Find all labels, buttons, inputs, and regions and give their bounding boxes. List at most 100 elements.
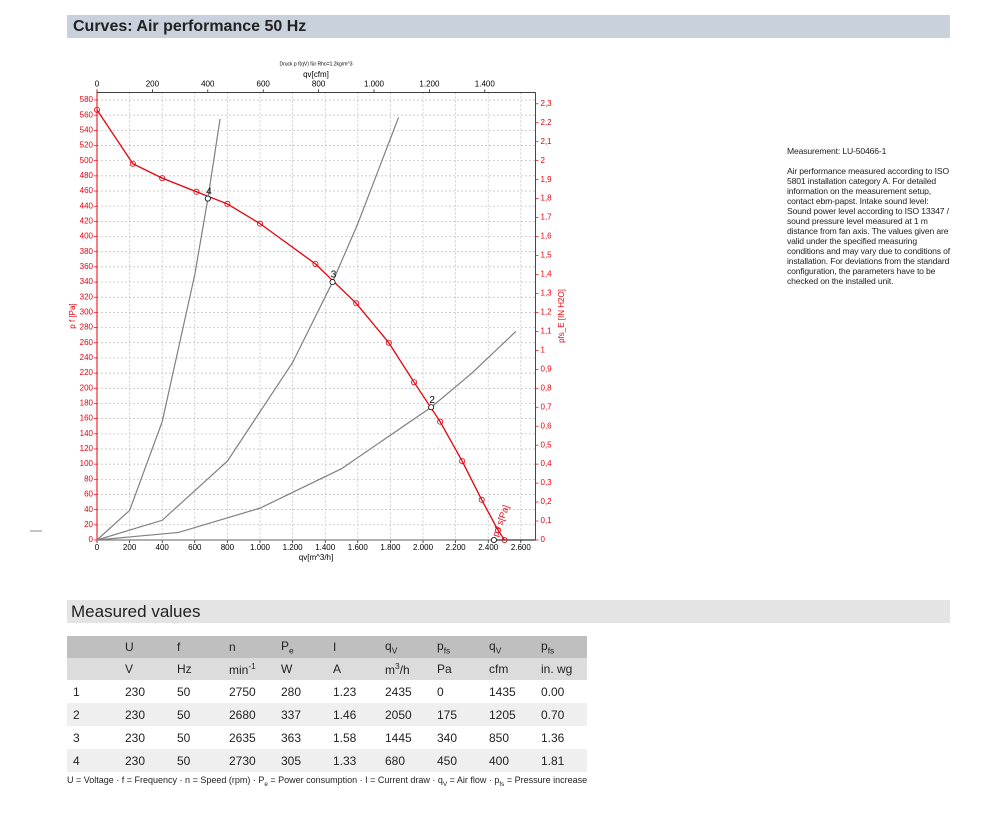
y2-tick-label: 0,1 xyxy=(541,516,553,525)
curve-marker xyxy=(224,200,231,207)
footnote-text: U = Voltage · f = Frequency · n = Speed … xyxy=(67,775,265,785)
curve xyxy=(96,330,517,541)
y-tick-label: 320 xyxy=(80,292,94,301)
y-tick-label: 300 xyxy=(80,308,94,317)
curve-marker xyxy=(459,458,466,465)
table-cell: 230 xyxy=(119,703,171,726)
y2-tick-label: 1,6 xyxy=(541,232,553,241)
cell-text: /h xyxy=(399,663,410,677)
table-cell: 3 xyxy=(67,726,119,749)
y2-tick-label: 0,6 xyxy=(541,421,553,430)
table-cell: cfm xyxy=(483,658,535,680)
table-row: 3 230 50 2635 363 1.58 1445 340 850 1.36 xyxy=(67,726,587,749)
footnote-text: fs xyxy=(499,780,505,788)
cell-text: 363 xyxy=(281,730,302,745)
cell-text: 0.70 xyxy=(541,707,565,722)
x-tick-label: 200 xyxy=(123,543,137,552)
cell-text: 0 xyxy=(437,684,444,699)
cell-text: 50 xyxy=(177,753,191,768)
y2-tick-label: 1,2 xyxy=(541,308,553,317)
table-cell: I xyxy=(327,636,379,658)
y-tick-label: 120 xyxy=(80,444,94,453)
table-cell: f xyxy=(171,636,223,658)
cell-text: P xyxy=(281,638,290,653)
table-cell: Pe xyxy=(275,636,327,658)
table-cell: 1.33 xyxy=(327,749,379,772)
footnote-text: = Pressure increase xyxy=(504,775,588,785)
cell-text: fs xyxy=(443,645,451,656)
cell-text: 230 xyxy=(125,753,146,768)
x2-tick-label: 200 xyxy=(146,80,160,89)
y2-tick-label: 0 xyxy=(541,535,546,544)
y-tick-label: 200 xyxy=(80,383,94,392)
cell-text: f xyxy=(177,640,181,654)
curve-marker xyxy=(94,106,101,113)
table-cell: 230 xyxy=(119,726,171,749)
curve-marker xyxy=(501,537,508,544)
y2-tick-label: 1,5 xyxy=(541,251,553,260)
curve xyxy=(96,117,400,541)
cell-text: 1.33 xyxy=(333,753,357,768)
y-tick-label: 480 xyxy=(80,171,94,180)
y-tick-label: 340 xyxy=(80,277,94,286)
table-cell: 2680 xyxy=(223,703,275,726)
header-title: Curves: Air performance 50 Hz xyxy=(73,18,307,35)
y-tick-label: 40 xyxy=(84,505,93,514)
cell-text: e xyxy=(289,645,294,656)
cell-text: 2730 xyxy=(229,753,256,768)
table-cell: Hz xyxy=(171,658,223,680)
cell-text: 850 xyxy=(489,730,510,745)
x2-tick-label: 1.000 xyxy=(364,80,385,89)
y2-tick-label: 0,8 xyxy=(541,383,553,392)
cell-text: 305 xyxy=(281,753,302,768)
cell-text: A xyxy=(333,662,342,676)
cell-text: m xyxy=(385,663,395,677)
measurement-line: sound pressure level measured at 1 m xyxy=(787,216,928,226)
y2-tick-label: 1,9 xyxy=(541,175,553,184)
x-tick-label: 2.200 xyxy=(446,543,467,552)
cell-text: Hz xyxy=(177,662,192,676)
footnote-text: = Power consumption · I = Current draw ·… xyxy=(267,775,443,785)
y-tick-label: 400 xyxy=(80,232,94,241)
table-cell: 1435 xyxy=(483,680,535,703)
measurement-line: Air performance measured according to IS… xyxy=(787,166,949,176)
x2-axis-label: qv[cfm] xyxy=(303,70,329,79)
cell-text: 230 xyxy=(125,684,146,699)
y2-tick-label: 2,3 xyxy=(541,99,553,108)
operating-point-label: 3 xyxy=(331,270,337,281)
y-tick-label: 580 xyxy=(80,95,94,104)
measurement-line: installation. For deviations from the st… xyxy=(787,256,950,266)
table-cell: 230 xyxy=(119,749,171,772)
x-tick-label: 0 xyxy=(95,543,100,552)
x-tick-label: 400 xyxy=(156,543,170,552)
y-tick-label: 420 xyxy=(80,216,94,225)
y-tick-label: 180 xyxy=(80,399,94,408)
table-cell: 2730 xyxy=(223,749,275,772)
measurement-line: checked on the installed unit. xyxy=(787,276,894,286)
table-cell: 2635 xyxy=(223,726,275,749)
curve xyxy=(96,109,506,541)
table-cell: 340 xyxy=(431,726,483,749)
table-cell: 0.70 xyxy=(535,703,587,726)
y-tick-label: 240 xyxy=(80,353,94,362)
table-cell: m3/h xyxy=(379,658,431,680)
cell-text: 1435 xyxy=(489,684,516,699)
table-cell: 2 xyxy=(67,703,119,726)
cell-text: 50 xyxy=(177,707,191,722)
y-tick-label: 500 xyxy=(80,156,94,165)
curve xyxy=(96,118,221,541)
cell-text: 3 xyxy=(395,661,400,671)
table-cell: 1.23 xyxy=(327,680,379,703)
x-tick-label: 2.400 xyxy=(478,543,499,552)
table-cell: 450 xyxy=(431,749,483,772)
operating-point-label: 2 xyxy=(429,395,435,406)
y2-tick-label: 2,1 xyxy=(541,137,553,146)
cell-text: V xyxy=(125,662,134,676)
cell-text: 1.23 xyxy=(333,684,357,699)
cell-text: 680 xyxy=(385,753,406,768)
cell-text: 450 xyxy=(437,753,458,768)
table-cell: 1.81 xyxy=(535,749,587,772)
table-cell: 680 xyxy=(379,749,431,772)
